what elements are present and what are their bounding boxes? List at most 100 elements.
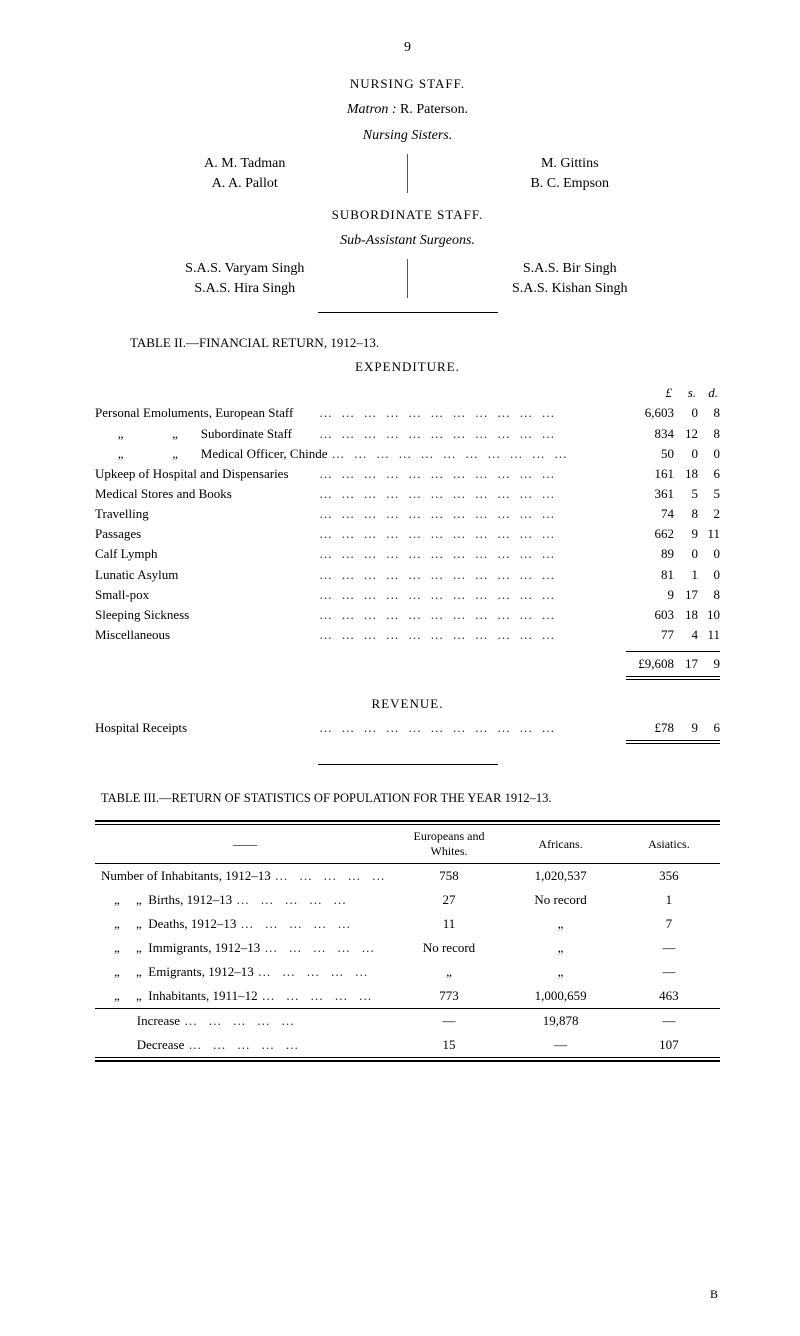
eur-cell: 15 xyxy=(395,1033,504,1058)
fin-label: Lunatic Asylum xyxy=(95,565,315,585)
fin-dots: … … … … … … … … … … … xyxy=(315,464,626,484)
afr-cell: No record xyxy=(503,888,617,912)
fin-label: Personal Emoluments, European Staff xyxy=(95,403,315,423)
fin-dots: … … … … … … … … … … … xyxy=(315,484,626,504)
fin-d: 2 xyxy=(698,504,720,524)
fin-s: 18 xyxy=(674,605,698,625)
revenue-row: Hospital Receipts … … … … … … … … … … … … xyxy=(95,718,720,738)
expenditure-title: EXPENDITURE. xyxy=(95,359,720,375)
desc-text: „ „ Births, 1912–13 xyxy=(101,892,232,908)
fin-l: 9 xyxy=(626,585,674,605)
financial-row: Passages… … … … … … … … … … …662911 xyxy=(95,524,720,544)
fin-dots: … … … … … … … … … … … xyxy=(315,565,626,585)
col-eur: Europeans and Whites. xyxy=(395,825,504,864)
fin-dots: … … … … … … … … … … … xyxy=(315,544,626,564)
financial-row: Small-pox… … … … … … … … … … …9178 xyxy=(95,585,720,605)
eur-cell: — xyxy=(395,1009,504,1033)
page: 9 NURSING STAFF. Matron : R. Paterson. N… xyxy=(0,0,800,1336)
table-row: Number of Inhabitants, 1912–13… … … … …7… xyxy=(95,864,720,888)
financial-rows: Personal Emoluments, European Staff … … …… xyxy=(95,403,720,645)
fin-s: 1 xyxy=(674,565,698,585)
desc-cell: „ „ Inhabitants, 1911–12… … … … … xyxy=(95,984,395,1009)
page-number: 9 xyxy=(95,40,720,56)
sub-left-1: S.A.S. Hira Singh xyxy=(95,279,395,299)
sub-left-col: S.A.S. Varyam Singh S.A.S. Hira Singh xyxy=(95,259,408,298)
asi-cell: — xyxy=(618,936,720,960)
fin-l: 834 xyxy=(626,424,674,444)
sub-left-0: S.A.S. Varyam Singh xyxy=(95,259,395,279)
table-row: „ „ Emigrants, 1912–13… … … … …„„— xyxy=(95,960,720,984)
fin-s: 18 xyxy=(674,464,698,484)
fin-d: 0 xyxy=(698,565,720,585)
table-row: „ „ Births, 1912–13… … … … …27No record1 xyxy=(95,888,720,912)
eur-cell: No record xyxy=(395,936,504,960)
desc-dots: … … … … … xyxy=(254,964,389,980)
fin-label: Sleeping Sickness xyxy=(95,605,315,625)
rev-label: Hospital Receipts xyxy=(95,718,315,738)
fin-s: 9 xyxy=(674,524,698,544)
fin-dots: … … … … … … … … … … … xyxy=(315,585,626,605)
col-afr: Africans. xyxy=(503,825,617,864)
revenue-title: REVENUE. xyxy=(95,696,720,712)
fin-d: 5 xyxy=(698,484,720,504)
sub-right-col: S.A.S. Bir Singh S.A.S. Kishan Singh xyxy=(408,259,721,298)
desc-text: „ „ Deaths, 1912–13 xyxy=(101,916,236,932)
lsd-l: £ xyxy=(624,385,672,401)
nursing-left-1: A. A. Pallot xyxy=(95,174,395,194)
separator-rule-1 xyxy=(318,312,498,313)
stats-bottom xyxy=(95,1058,720,1063)
financial-row: Sleeping Sickness… … … … … … … … … … …60… xyxy=(95,605,720,625)
matron-name: R. Paterson. xyxy=(400,102,468,117)
fin-label: „ „ Medical Officer, Chinde xyxy=(95,444,327,464)
nursing-right-col: M. Gittins B. C. Empson xyxy=(408,154,721,193)
nursing-sisters-label: Nursing Sisters. xyxy=(95,128,720,144)
financial-row: Miscellaneous… … … … … … … … … … …77411 xyxy=(95,625,720,645)
asi-cell: 356 xyxy=(618,864,720,888)
fin-total-d: 9 xyxy=(698,654,720,674)
fin-l: 361 xyxy=(626,484,674,504)
eur-cell: 27 xyxy=(395,888,504,912)
fin-l: 77 xyxy=(626,625,674,645)
lsd-d: d. xyxy=(696,385,718,401)
total-rule-1 xyxy=(626,676,720,677)
stats-body: Number of Inhabitants, 1912–13… … … … …7… xyxy=(95,864,720,1009)
table-row: Increase… … … … …—19,878— xyxy=(95,1009,720,1033)
fin-dots: … … … … … … … … … … … xyxy=(327,444,626,464)
desc-cell: Increase… … … … … xyxy=(95,1009,395,1033)
fin-s: 0 xyxy=(674,403,698,423)
table-row: „ „ Deaths, 1912–13… … … … …11„7 xyxy=(95,912,720,936)
fin-d: 10 xyxy=(698,605,720,625)
footer-mark: B xyxy=(710,1287,718,1302)
matron-label: Matron : xyxy=(347,102,397,117)
lsd-s: s. xyxy=(672,385,696,401)
desc-text: „ „ Emigrants, 1912–13 xyxy=(101,964,254,980)
fin-label: Miscellaneous xyxy=(95,625,315,645)
rev-rule-2 xyxy=(626,743,720,744)
col-dash: —— xyxy=(95,825,395,864)
fin-s: 17 xyxy=(674,585,698,605)
fin-s: 0 xyxy=(674,544,698,564)
subordinate-cols: S.A.S. Varyam Singh S.A.S. Hira Singh S.… xyxy=(95,259,720,298)
desc-cell: „ „ Births, 1912–13… … … … … xyxy=(95,888,395,912)
desc-cell: „ „ Emigrants, 1912–13… … … … … xyxy=(95,960,395,984)
afr-cell: 19,878 xyxy=(503,1009,617,1033)
afr-cell: „ xyxy=(503,912,617,936)
fin-d: 11 xyxy=(698,524,720,544)
nursing-right-0: M. Gittins xyxy=(420,154,721,174)
eur-cell: 11 xyxy=(395,912,504,936)
rev-l: £78 xyxy=(626,718,674,738)
fin-dots: … … … … … … … … … … … xyxy=(315,524,626,544)
nursing-sisters-cols: A. M. Tadman A. A. Pallot M. Gittins B. … xyxy=(95,154,720,193)
financial-row: „ „ Medical Officer, Chinde… … … … … … …… xyxy=(95,444,720,464)
fin-dots: … … … … … … … … … … … xyxy=(315,504,626,524)
fin-label: Small-pox xyxy=(95,585,315,605)
stats-footer: Increase… … … … …—19,878— Decrease… … … … xyxy=(95,1009,720,1058)
fin-l: 603 xyxy=(626,605,674,625)
financial-row: Personal Emoluments, European Staff… … …… xyxy=(95,403,720,423)
col-asi: Asiatics. xyxy=(618,825,720,864)
rev-s: 9 xyxy=(674,718,698,738)
stats-table: —— Europeans and Whites. Africans. Asiat… xyxy=(95,820,720,1062)
financial-row: Travelling… … … … … … … … … … …7482 xyxy=(95,504,720,524)
fin-d: 11 xyxy=(698,625,720,645)
fin-l: 6,603 xyxy=(626,403,674,423)
